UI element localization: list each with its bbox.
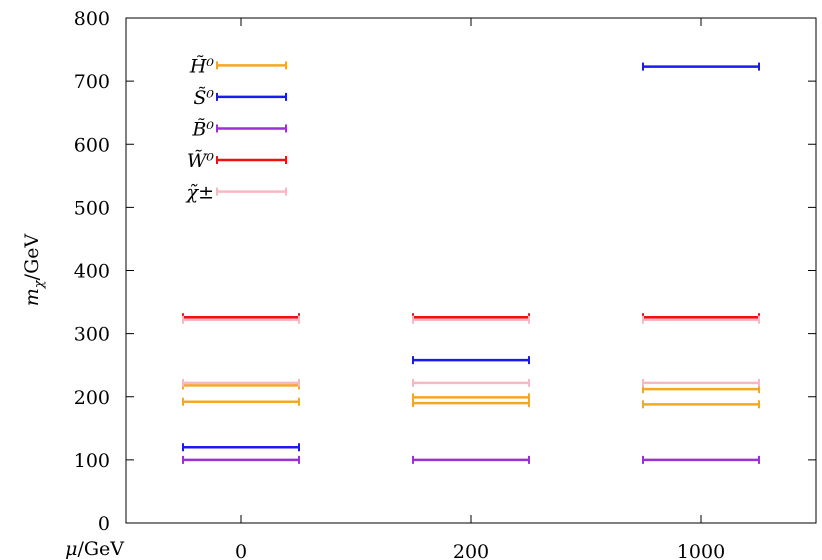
level-chi-0 [182,315,300,324]
axis-ticks: 0 100 200 300 400 500 600 700 800 0 200 1000 [74,8,816,560]
level-s0-0 [182,443,300,452]
level-chi-1000 [642,315,760,324]
level-h0-200 [412,399,530,408]
legend-swatch-b0 [216,124,287,133]
y-tick-label: 600 [74,134,110,156]
y-tick-label: 300 [74,324,110,346]
x-tick-label: 0 [235,541,247,560]
y-tick-label: 0 [98,513,110,535]
level-h0-1000 [642,385,760,394]
level-b0-0 [182,455,300,464]
level-b0-1000 [642,455,760,464]
y-tick-label: 500 [74,197,110,219]
x-axis-label: μ/GeV [65,538,124,560]
y-tick-label: 200 [74,387,110,409]
legend-label-h0: H̃⁰ [189,55,215,77]
legend-swatch-h0 [216,61,287,70]
chart-marks [182,62,760,464]
x-tick-label: 200 [453,541,489,560]
x-tick-label: 1000 [677,541,725,560]
legend-label-w0: W̃⁰ [187,150,215,172]
level-chi-200 [412,378,530,387]
level-h0-0 [182,397,300,406]
legend-swatch-w0 [216,156,287,165]
y-tick-label: 800 [74,8,110,30]
y-tick-label: 100 [74,450,110,472]
level-s0-1000 [642,62,760,71]
level-b0-200 [412,455,530,464]
legend-label-chi: χ̃± [185,182,214,204]
level-chi-0 [182,378,300,387]
level-h0-200 [412,393,530,402]
legend-swatch-s0 [216,92,287,101]
legend-label-b0: B̃⁰ [191,118,214,140]
level-s0-200 [412,356,530,365]
y-axis-label: mχ/GeV [21,233,47,306]
legend-swatch-chi [216,187,287,196]
y-tick-label: 700 [74,71,110,93]
legend-label-s0: S̃⁰ [193,86,214,108]
level-h0-1000 [642,400,760,409]
legend: H̃⁰ S̃⁰ B̃⁰ W̃⁰ χ̃± [185,55,287,204]
level-chi-200 [412,315,530,324]
y-tick-label: 400 [74,261,110,283]
level-chi-1000 [642,378,760,387]
